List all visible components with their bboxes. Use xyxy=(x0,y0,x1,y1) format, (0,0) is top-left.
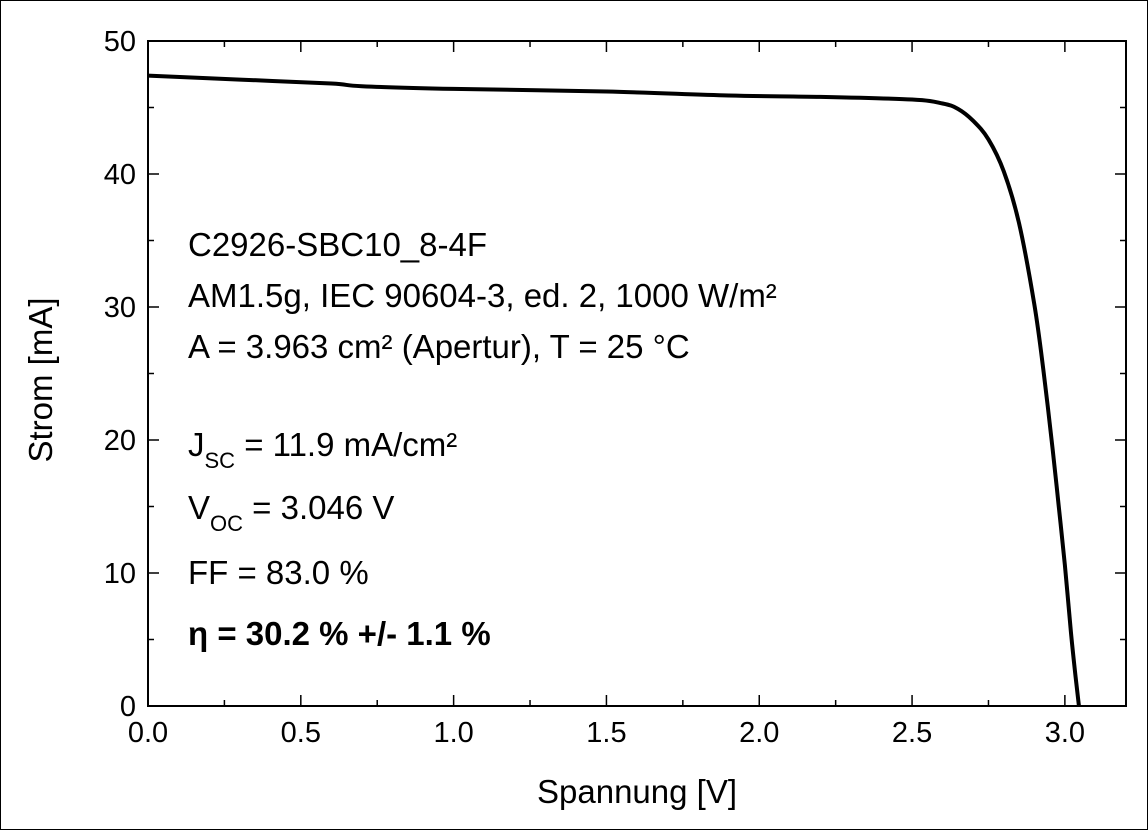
annotation-ff: FF = 83.0 % xyxy=(188,554,369,591)
x-tick-label: 0.0 xyxy=(128,717,168,749)
y-tick-label: 0 xyxy=(120,691,136,723)
voc-value: = 3.046 V xyxy=(243,489,394,526)
x-tick-label: 2.5 xyxy=(892,717,932,749)
annotation-conditions: AM1.5g, IEC 90604-3, ed. 2, 1000 W/m² xyxy=(188,277,777,314)
x-axis-title: Spannung [V] xyxy=(537,773,737,810)
jsc-value: = 11.9 mA/cm² xyxy=(235,426,457,463)
x-tick-label: 1.5 xyxy=(586,717,626,749)
plot-area xyxy=(147,40,1127,707)
x-tick-label: 1.0 xyxy=(433,717,473,749)
y-tick-label: 40 xyxy=(104,159,136,191)
annotation-jsc: JSC = 11.9 mA/cm² xyxy=(188,426,457,473)
x-tick-label: 0.5 xyxy=(281,717,321,749)
jsc-symbol: J xyxy=(188,426,205,463)
x-tick-label: 2.0 xyxy=(739,717,779,749)
y-tick-label: 10 xyxy=(104,558,136,590)
annotation-block: C2926-SBC10_8-4F AM1.5g, IEC 90604-3, ed… xyxy=(188,226,777,652)
x-tick-label: 3.0 xyxy=(1045,717,1085,749)
y-tick-label: 20 xyxy=(104,425,136,457)
annotation-voc: VOC = 3.046 V xyxy=(188,489,394,536)
y-tick-label: 50 xyxy=(104,26,136,58)
annotation-sample: C2926-SBC10_8-4F xyxy=(188,226,487,263)
jsc-subscript: SC xyxy=(205,448,236,473)
iv-curve-line xyxy=(147,73,1081,707)
y-tick-label: 30 xyxy=(104,292,136,324)
y-axis-title: Strom [mA] xyxy=(22,297,59,462)
voc-subscript: OC xyxy=(210,511,243,536)
voc-symbol: V xyxy=(188,489,210,526)
annotation-area: A = 3.963 cm² (Apertur), T = 25 °C xyxy=(188,328,690,365)
axis-ticks xyxy=(147,40,1126,707)
axis-tick-labels: 0.0 0.5 1.0 1.5 2.0 2.5 3.0 0 10 20 30 40 50 xyxy=(104,26,1085,749)
annotation-efficiency: η = 30.2 % +/- 1.1 % xyxy=(188,615,491,652)
